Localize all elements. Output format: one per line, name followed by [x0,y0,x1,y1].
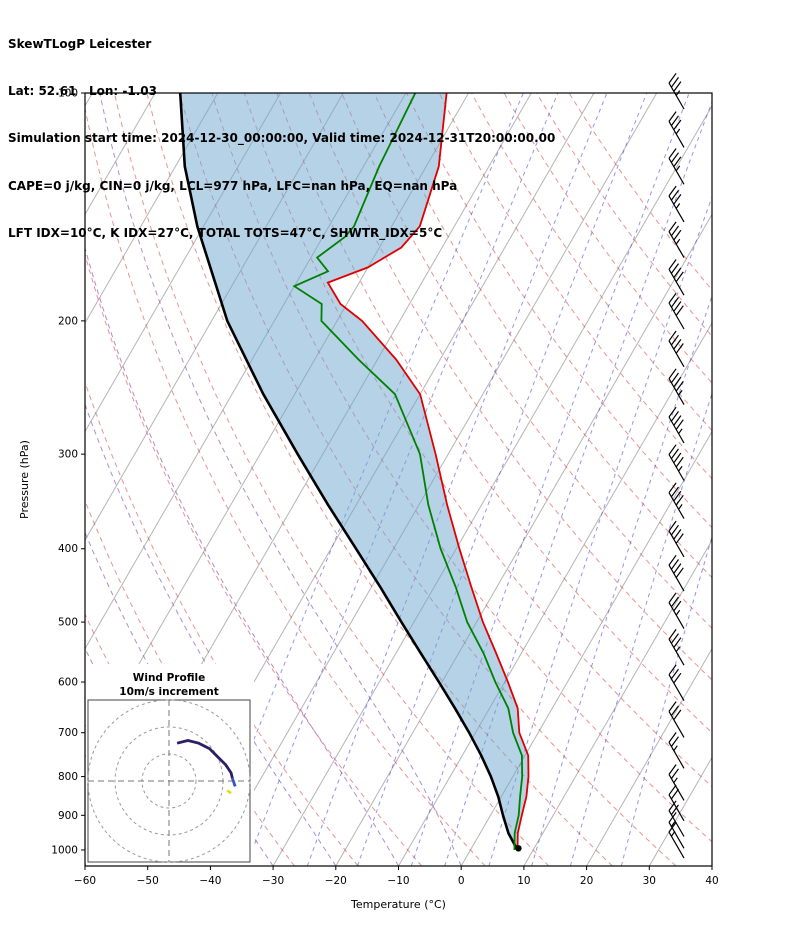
y-axis-label: Pressure (hPa) [18,440,31,519]
wind-barb [668,72,685,110]
x-tick-label: 0 [458,875,465,887]
chart-latlon: Lat: 52.61 Lon: -1.03 [8,83,157,98]
wind-barb [668,185,685,223]
wind-barb [668,732,685,769]
wind-barb [668,554,685,592]
hodograph-trace-main [176,739,234,779]
hodograph-subtitle: 10m/s increment [119,686,218,698]
wind-barb [668,111,685,148]
y-tick-label: 400 [58,543,78,555]
hodograph-trace-tail [231,777,237,787]
wind-barb [668,821,685,859]
y-tick-label: 600 [58,677,78,689]
x-tick-label: 40 [705,875,718,887]
wind-barb [668,592,685,629]
y-tick-label: 700 [58,727,78,739]
chart-title: SkewTLogP Leicester [8,36,152,51]
y-tick-label: 900 [58,810,78,822]
hodograph-trace-low-level [226,789,232,795]
y-tick-label: 500 [58,617,78,629]
chart-times: Simulation start time: 2024-12-30_00:00:… [8,131,556,146]
wind-barb [668,406,685,444]
wind-barb [668,292,685,330]
x-tick-label: 20 [580,875,593,887]
wind-barb [668,629,685,666]
wind-barb [668,520,685,558]
wind-barb [668,701,685,738]
wind-barb [668,664,685,701]
chart-indices-line1: CAPE=0 j/kg, CIN=0 j/kg, LCL=977 hPa, LF… [8,178,458,193]
parcel-temperature-shading [180,93,529,850]
surface-point-marker [515,845,522,852]
hodograph-inset [86,664,254,866]
wind-barb [668,221,685,258]
x-tick-label: 10 [517,875,530,887]
x-tick-label: 30 [643,875,656,887]
x-tick-label: −60 [74,875,96,887]
x-tick-label: −30 [262,875,284,887]
chart-indices-line2: LFT IDX=10°C, K IDX=27°C, TOTAL TOTS=47°… [8,226,443,241]
wind-barbs [668,72,685,859]
wind-barb [668,800,685,837]
x-tick-label: −10 [387,875,409,887]
dewpoint-line [292,93,524,851]
wind-barb [668,259,685,296]
chart-header: SkewTLogP Leicester Lat: 52.61 Lon: -1.0… [8,5,555,274]
wind-barb [668,330,685,368]
wind-barb [668,812,685,849]
x-tick-label: −20 [325,875,347,887]
y-tick-label: 200 [58,315,78,327]
parcel-profile-line [178,93,519,851]
wind-barb [668,368,685,405]
y-tick-label: 1000 [51,844,78,856]
hodograph-title: Wind Profile [133,672,205,684]
wind-barb [668,148,685,185]
x-tick-label: −50 [137,875,159,887]
wind-barb [668,482,685,519]
wind-barb [668,444,685,481]
x-axis-label: Temperature (°C) [350,898,446,911]
wind-barb [668,764,685,801]
y-tick-label: 800 [58,771,78,783]
plot-area [85,93,712,866]
y-tick-label: 300 [58,449,78,461]
y-tick-label: 100 [58,88,78,100]
x-tick-label: −40 [199,875,221,887]
temperature-line [326,93,530,851]
axis-ticks: −60 −50 −40 −30 −20 −10 0 10 20 30 40 100 200 300 400 5… [51,88,718,888]
